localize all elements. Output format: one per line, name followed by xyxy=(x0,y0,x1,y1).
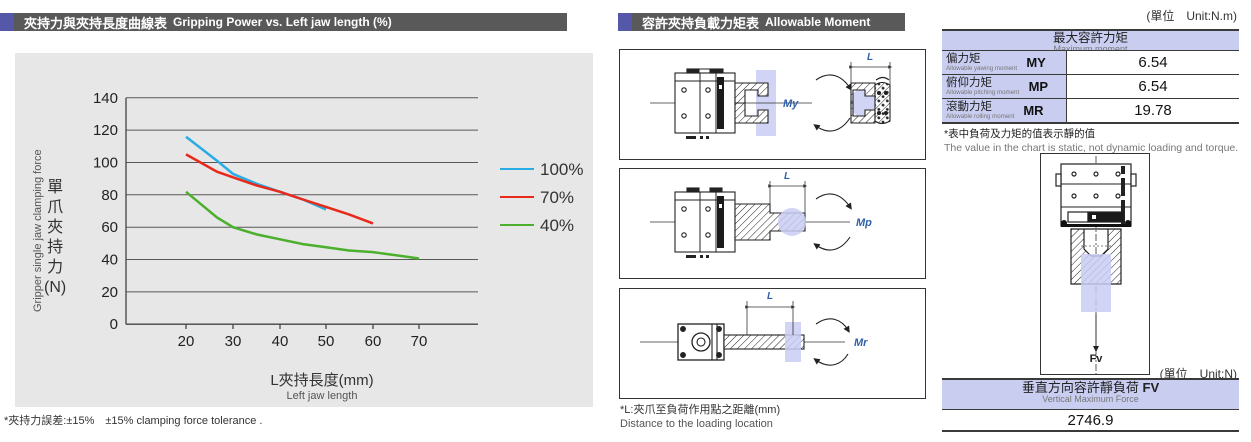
svg-text:0: 0 xyxy=(110,316,118,333)
svg-text:L: L xyxy=(784,171,790,182)
svg-text:My: My xyxy=(783,98,799,110)
svg-text:100: 100 xyxy=(93,155,118,172)
svg-text:L: L xyxy=(867,52,873,63)
svg-text:Mp: Mp xyxy=(856,217,872,229)
svg-text:Mr: Mr xyxy=(854,337,868,349)
svg-text:60: 60 xyxy=(365,333,382,350)
svg-text:30: 30 xyxy=(225,333,242,350)
svg-text:60: 60 xyxy=(101,219,118,236)
svg-text:70: 70 xyxy=(411,333,428,350)
svg-text:20: 20 xyxy=(178,333,195,350)
svg-text:140: 140 xyxy=(93,90,118,107)
svg-text:120: 120 xyxy=(93,122,118,139)
svg-text:20: 20 xyxy=(101,284,118,301)
svg-text:50: 50 xyxy=(318,333,335,350)
svg-text:80: 80 xyxy=(101,187,118,204)
svg-text:40: 40 xyxy=(272,333,289,350)
svg-text:L: L xyxy=(767,291,773,302)
svg-text:Fv: Fv xyxy=(1090,353,1104,365)
svg-text:40: 40 xyxy=(101,252,118,269)
